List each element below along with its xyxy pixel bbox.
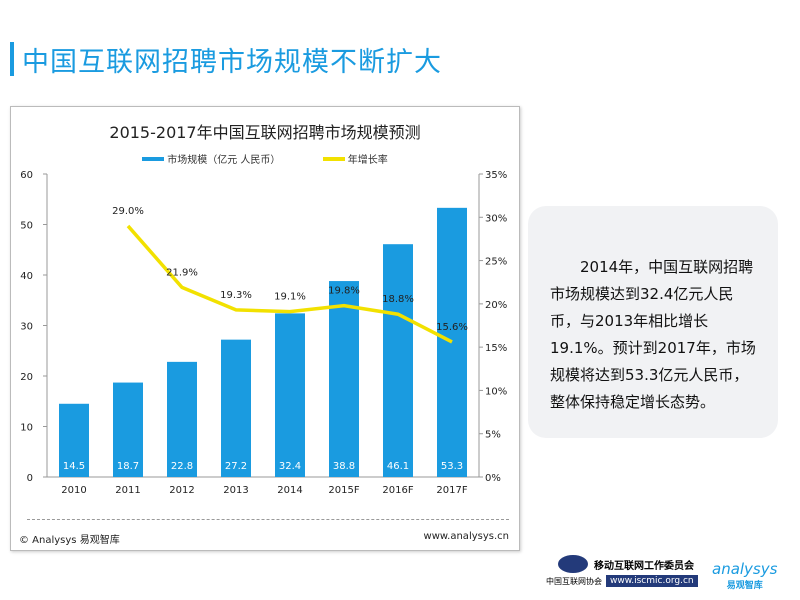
y2-tick-label: 25% [485, 257, 507, 268]
y2-tick-label: 20% [485, 300, 507, 311]
y-tick-label: 40 [20, 271, 33, 282]
chart-title: 2015-2017年中国互联网招聘市场规模预测 [109, 123, 421, 142]
line-label: 29.0% [112, 206, 144, 217]
analysys-logo: analysys 易观智库 [712, 560, 777, 591]
bar-label: 53.3 [441, 461, 463, 472]
analysys-cn: 易观智库 [726, 581, 763, 591]
y-tick-label: 10 [20, 423, 33, 434]
bar [275, 313, 305, 477]
y2-tick-label: 35% [485, 170, 507, 181]
y2-tick-label: 0% [485, 473, 501, 484]
bar [221, 339, 251, 477]
x-tick-label: 2012 [169, 485, 194, 496]
y2-tick-label: 10% [485, 386, 507, 397]
y-tick-label: 50 [20, 221, 33, 232]
legend-swatch-line [322, 156, 345, 161]
summary-box: 2014年，中国互联网招聘市场规模达到32.4亿元人民币，与2013年相比增长1… [528, 206, 778, 438]
bar [59, 403, 89, 477]
y2-tick-label: 5% [485, 430, 501, 441]
bar [437, 207, 467, 477]
line-label: 19.3% [220, 290, 252, 301]
analysys-wordmark: analysys [712, 560, 778, 578]
y-tick-label: 60 [20, 170, 33, 181]
footer-divider [27, 519, 509, 520]
growth-line [126, 224, 453, 344]
bar-label: 14.5 [63, 461, 85, 472]
line-label: 19.1% [274, 292, 306, 303]
y-tick-label: 0 [27, 473, 33, 484]
line-label: 19.8% [328, 286, 360, 297]
isc-name: 中国互联网协会 [546, 576, 602, 586]
bar [113, 382, 143, 477]
y2-tick-label: 30% [485, 213, 507, 224]
chart-panel: 2015-2017年中国互联网招聘市场规模预测 市场规模（亿元 人民币） 年增长… [10, 106, 520, 551]
chart-url: www.analysys.cn [423, 531, 509, 542]
bar-label: 18.7 [117, 461, 139, 472]
bar-label: 22.8 [171, 461, 193, 472]
bar-label: 38.8 [333, 461, 355, 472]
page-title: 中国互联网招聘市场规模不断扩大 [22, 47, 442, 78]
iscmic-logo: 移动互联网工作委员会 中国互联网协会 www.iscmic.org.cn [546, 555, 698, 587]
bar-label: 46.1 [387, 461, 409, 472]
chart-source: © Analysys 易观智库 [19, 535, 120, 546]
bar-label: 27.2 [225, 461, 247, 472]
iscmic-name: 移动互联网工作委员会 [594, 560, 694, 572]
chart-legend: 市场规模（亿元 人民币） 年增长率 [11, 151, 519, 166]
y-tick-label: 20 [20, 372, 33, 383]
bar [383, 244, 413, 477]
x-tick-label: 2017F [436, 485, 467, 496]
legend-swatch-bar [142, 156, 165, 161]
x-tick-label: 2015F [328, 485, 359, 496]
title-accent-bar [10, 42, 14, 76]
x-tick-label: 2016F [382, 485, 413, 496]
y-tick-label: 30 [20, 322, 33, 333]
chart-svg: 0 10 20 30 40 50 60 0% 5% 10% 15% 20% 25% 30% 35% 14.5 2… [20, 170, 507, 496]
line-label: 18.8% [382, 294, 414, 305]
x-tick-label: 2011 [115, 485, 140, 496]
x-tick-label: 2010 [61, 485, 86, 496]
bar [167, 361, 197, 477]
line-label: 15.6% [436, 322, 468, 333]
iscmic-url: www.iscmic.org.cn [606, 575, 698, 587]
x-tick-label: 2013 [223, 485, 248, 496]
legend-label-bar: 市场规模（亿元 人民币） [167, 155, 281, 166]
bar [329, 281, 359, 477]
x-tick-label: 2014 [277, 485, 302, 496]
line-label: 21.9% [166, 267, 198, 278]
legend-label-line: 年增长率 [347, 155, 388, 166]
bar-label: 32.4 [279, 461, 301, 472]
summary-text: 2014年，中国互联网招聘市场规模达到32.4亿元人民币，与2013年相比增长1… [550, 258, 756, 411]
isc-emblem-icon [558, 555, 588, 573]
y2-tick-label: 15% [485, 343, 507, 354]
